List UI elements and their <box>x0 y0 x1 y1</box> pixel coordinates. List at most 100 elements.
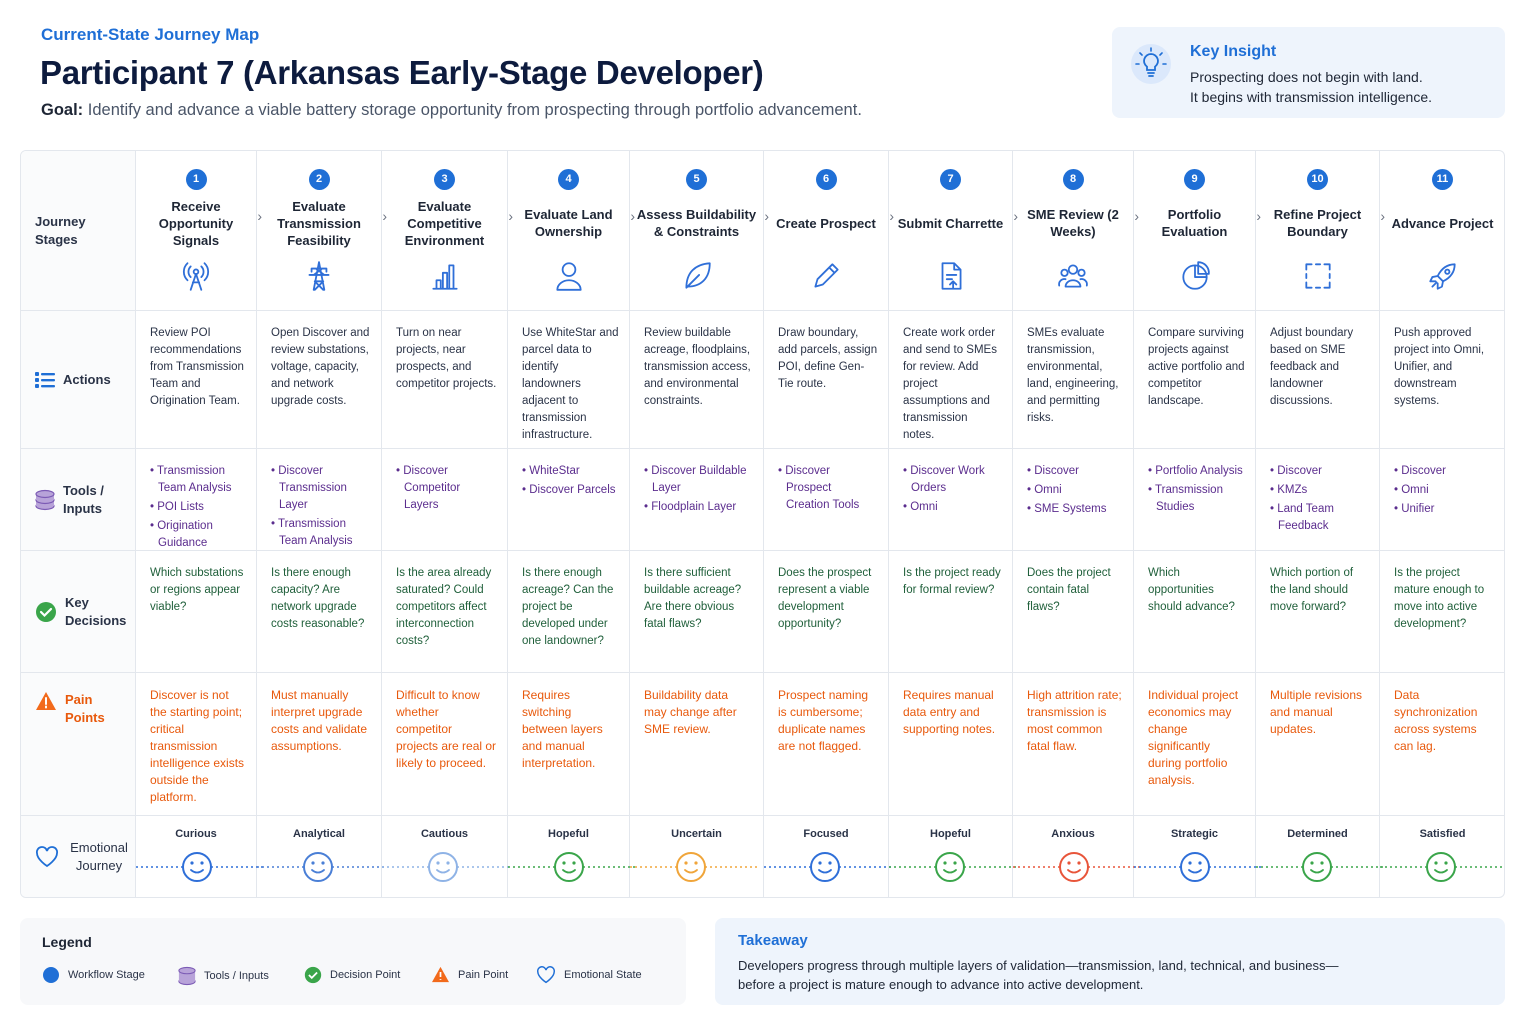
stage-name: Portfolio Evaluation <box>1161 207 1228 239</box>
pain-text: Data synchronization across systems can … <box>1394 688 1478 753</box>
graphic-part <box>35 371 39 376</box>
tool-item: Origination Guidance <box>150 518 246 552</box>
decision-icon <box>36 601 56 622</box>
graphic-part <box>190 861 194 865</box>
graphic-part <box>684 869 698 874</box>
graphic-part <box>1188 869 1202 874</box>
row-label: Emotional Journey <box>21 816 136 897</box>
stage-icon <box>1058 264 1088 288</box>
legend-item: Workflow Stage <box>42 966 145 984</box>
legend-text: Pain Point <box>458 968 509 981</box>
tool-item: Discover <box>1027 463 1123 480</box>
action-text: Review POI recommendations from Transmis… <box>150 327 244 407</box>
pain-cell: Individual project economics may change … <box>1134 673 1256 816</box>
graphic-part <box>436 869 450 874</box>
action-cell: Create work order and send to SMEs for r… <box>889 311 1013 449</box>
tool-item: Transmission Studies <box>1148 482 1245 516</box>
decision-cell: Is there enough capacity? Are network up… <box>257 551 382 673</box>
tools-cell: WhiteStar Discover Parcels <box>508 449 630 551</box>
stage-name: Assess Buildability & Constraints <box>636 207 757 239</box>
emotion-label: Anxious <box>1051 828 1095 840</box>
stage-name-box: Refine Project Boundary <box>1262 197 1373 249</box>
pain-cell: Buildability data may change after SME r… <box>630 673 764 816</box>
legend-icon <box>178 966 196 986</box>
tool-item: Discover Prospect Creation Tools <box>778 463 878 514</box>
stage-name: Receive Opportunity Signals <box>158 198 234 248</box>
tool-list: WhiteStar Discover Parcels <box>522 463 619 499</box>
pain-text: High attrition rate; transmission is mos… <box>1027 688 1122 753</box>
stage-number: 3 <box>434 169 455 190</box>
emotion-cell: Strategic <box>1134 816 1264 897</box>
graphic-part <box>1428 263 1456 290</box>
stage-name: Advance Project <box>1391 215 1494 231</box>
stage-arrow: › <box>889 208 894 224</box>
pain-text: Requires switching between layers and ma… <box>522 688 603 770</box>
pain-cell: Requires manual data entry and supportin… <box>889 673 1013 816</box>
tool-item: Discover <box>1270 463 1369 480</box>
pain-cell: Difficult to know whether competitor pro… <box>382 673 508 816</box>
graphic-part <box>200 861 204 865</box>
graphic-part <box>941 262 961 290</box>
emotion-label: Focused <box>803 828 849 840</box>
legend-title: Legend <box>42 934 92 950</box>
emotion-face <box>1380 852 1504 882</box>
tools-cell: Discover Omni SME Systems <box>1013 449 1134 551</box>
graphic-part <box>1077 268 1086 277</box>
tools-cell: Discover Buildable Layer Floodplain Layer <box>630 449 764 551</box>
pain-text: Difficult to know whether competitor pro… <box>396 688 497 770</box>
graphic-part <box>446 861 450 865</box>
tools-cell: Transmission Team Analysis POI Lists Origi… <box>136 449 257 551</box>
tool-item: WhiteStar <box>522 463 619 480</box>
stage-arrow: › <box>1256 208 1261 224</box>
legend-item: Decision Point <box>304 966 400 984</box>
action-text: Push approved project into Omni, Unifier… <box>1394 327 1485 407</box>
decision-cell: Is the area already saturated? Could com… <box>382 551 508 673</box>
action-text: Review buildable acreage, floodplains, t… <box>644 327 751 407</box>
takeaway-text: Developers progress through multiple lay… <box>738 958 1339 992</box>
emotion-cell: Hopeful <box>889 816 1019 897</box>
graphic-part <box>303 852 333 882</box>
emotion-cell: Cautious <box>382 816 512 897</box>
tools-cell: Discover Transmission LayerTransmission … <box>257 449 382 551</box>
stage-header: 10 Refine Project Boundary › <box>1256 151 1385 311</box>
graphic-part <box>308 971 318 980</box>
decision-text: Is the project mature enough to move int… <box>1394 567 1485 630</box>
emotion-face <box>508 852 638 882</box>
graphic-part <box>190 869 204 874</box>
tool-list: Discover Prospect Creation Tools <box>778 463 878 514</box>
decision-text: Which substations or regions appear viab… <box>150 567 244 613</box>
tool-list: Discover KMZs Land Team Feedback <box>1270 463 1369 535</box>
stage-icon <box>1181 261 1210 290</box>
action-text: Draw boundary, add parcels, assign POI, … <box>778 327 878 390</box>
row-label: Pain Points <box>21 673 136 816</box>
legend: Legend Workflow Stage Tools / Inputs Dec… <box>20 918 686 1005</box>
graphic-part <box>321 861 325 865</box>
pain-text: Discover is not the starting point; crit… <box>150 688 245 804</box>
decision-cell: Is there enough acreage? Can the project… <box>508 551 630 673</box>
tools-cell: Discover Competitor Layers <box>382 449 508 551</box>
stage-name-box: Portfolio Evaluation <box>1140 197 1249 249</box>
graphic-part <box>1426 852 1456 882</box>
decision-cell: Does the prospect represent a viable dev… <box>764 551 889 673</box>
stage-name-box: Evaluate Transmission Feasibility <box>263 197 375 249</box>
graphic-part <box>35 371 55 388</box>
stage-arrow: › <box>630 208 635 224</box>
action-text: Adjust boundary based on SME feedback an… <box>1270 327 1354 407</box>
graphic-part <box>308 261 330 291</box>
decision-cell: Is the project mature enough to move int… <box>1380 551 1504 673</box>
action-cell: Compare surviving projects against activ… <box>1134 311 1256 449</box>
tool-list: Discover Omni Unifier <box>1394 463 1495 518</box>
graphic-part <box>572 861 576 865</box>
graphic-part <box>1060 268 1069 277</box>
graphic-part <box>35 489 55 498</box>
stage-header: 4 Evaluate Land Ownership › <box>508 151 635 311</box>
stage-name-box: Create Prospect <box>770 197 882 249</box>
graphic-part <box>1302 852 1332 882</box>
decision-text: Is there enough capacity? Are network up… <box>271 567 365 630</box>
stage-name: Submit Charrette <box>897 215 1004 231</box>
pain-text: Individual project economics may change … <box>1148 688 1239 787</box>
stage-name: Refine Project Boundary <box>1273 207 1362 239</box>
stage-number: 8 <box>1062 169 1084 190</box>
legend-item: Pain Point <box>431 966 508 983</box>
goal-text: Identify and advance a viable battery st… <box>87 101 862 119</box>
